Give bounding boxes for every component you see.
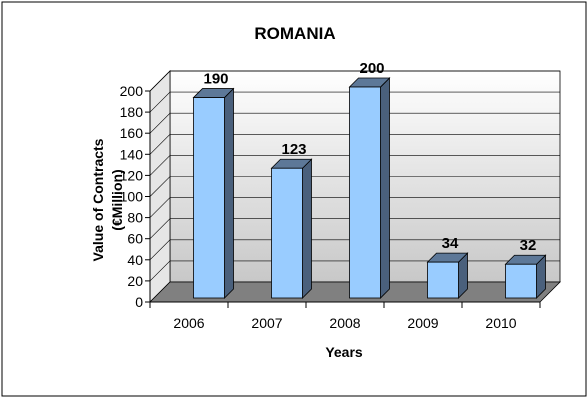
y-axis-label-line2: (€Million) [109,169,125,230]
x-tick-label: 2010 [485,315,516,331]
gridline [149,91,560,113]
bar-side [380,77,390,299]
data-label: 190 [203,71,228,88]
bar-side [224,87,234,299]
data-label: 123 [281,141,306,158]
x-tick-label: 2009 [407,315,438,331]
y-tick-label: 200 [120,83,144,99]
y-tick-label: 180 [120,104,144,120]
data-label: 200 [359,60,384,77]
gridline [149,70,560,92]
bar [427,261,459,299]
y-tick-label: 140 [120,146,144,162]
gridline [149,155,560,176]
y-axis-label-line1: Value of Contracts [90,138,106,261]
gridline [149,239,560,261]
y-tick-label: 60 [127,231,143,247]
gridline [149,218,560,239]
bar [271,167,303,299]
y-tick-label: 20 [127,273,143,289]
gridline [149,197,560,218]
y-tick-label: 40 [127,252,143,268]
bar [193,97,225,299]
gridline [149,176,560,197]
x-axis-label: Years [325,344,363,360]
x-tick-label: 2007 [251,315,282,331]
x-tick-label: 2008 [329,315,360,331]
y-tick-label: 80 [127,210,143,226]
y-tick-label: 0 [135,294,143,310]
plot-area: 0 20 40 60 80 100 120 140 160 180 200 190 2006 123 200… [120,60,561,331]
bar-side [302,158,312,299]
x-tick-label: 2006 [173,315,204,331]
data-label: 34 [442,235,459,252]
bar [349,86,381,299]
chart-title: ROMANIA [254,24,335,43]
y-tick-label: 120 [120,167,144,183]
bar [505,263,537,299]
gridline [149,134,560,155]
y-tick-label: 100 [120,189,144,205]
gridline [149,112,560,134]
data-label: 32 [520,237,537,254]
y-tick-label: 160 [120,125,144,141]
